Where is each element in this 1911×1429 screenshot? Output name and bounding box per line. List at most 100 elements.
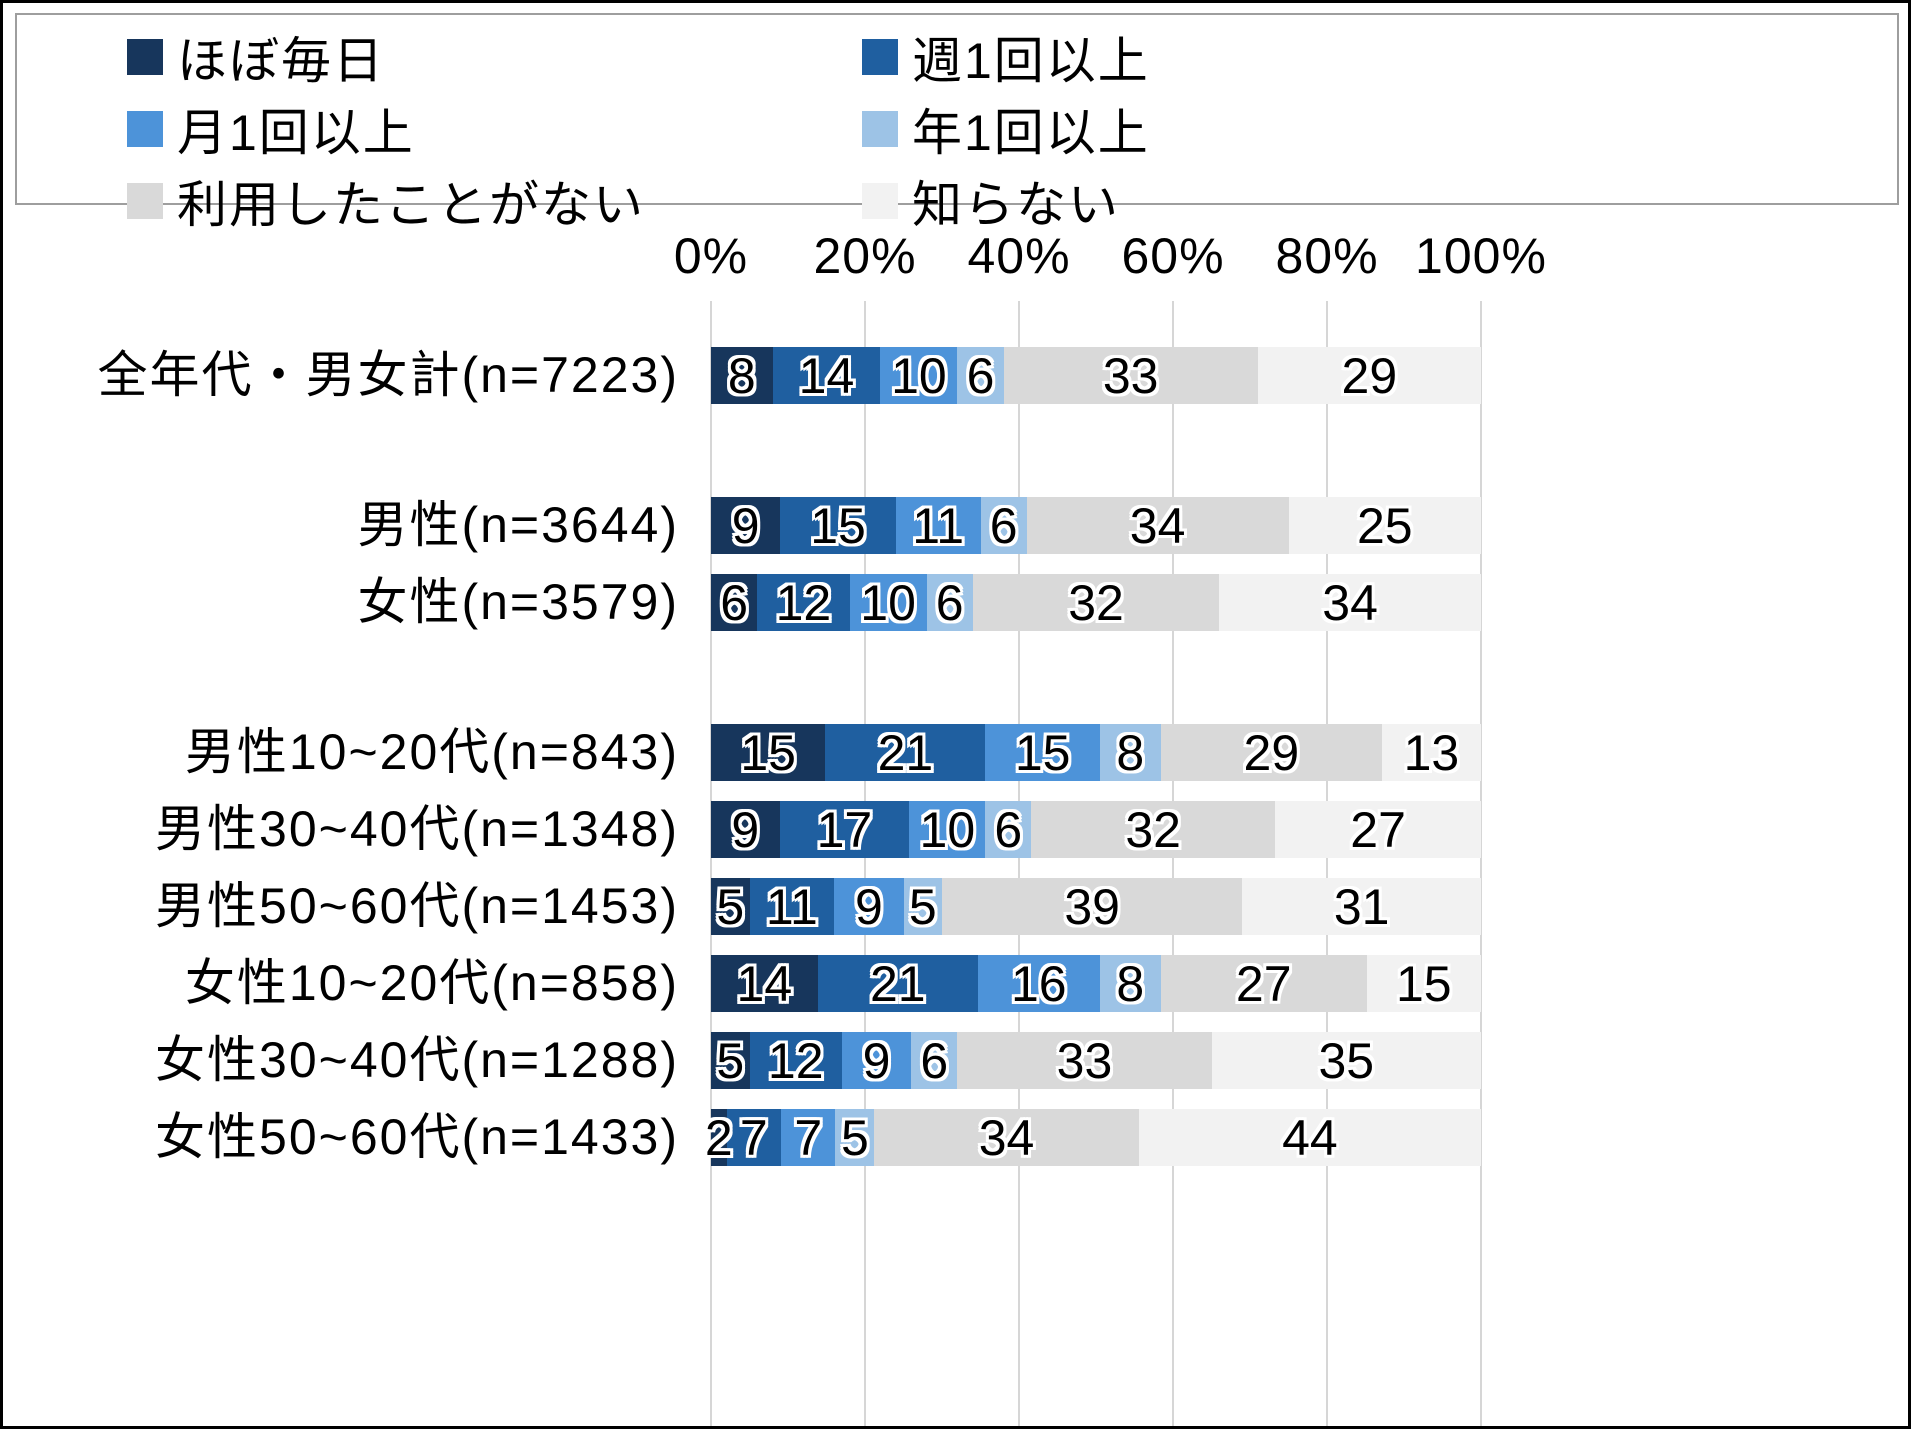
bar-value: 8 xyxy=(1116,724,1145,781)
bar-value: 7 xyxy=(794,1109,823,1166)
bar-segment-利用したことがない: 27 xyxy=(1160,955,1367,1012)
bar-segment-年1回以上: 6 xyxy=(926,574,973,631)
bar-segment-週1回以上: 14 xyxy=(772,347,881,404)
bar-value: 8 xyxy=(1116,955,1145,1012)
gridline xyxy=(1172,301,1174,1426)
bar-segment-知らない: 34 xyxy=(1219,574,1482,631)
bar-value: 5 xyxy=(908,878,937,935)
bar-segment-利用したことがない: 32 xyxy=(972,574,1220,631)
bar-value: 33 xyxy=(1102,347,1159,404)
legend-label: 年1回以上 xyxy=(912,105,1150,161)
bar-segment-利用したことがない: 32 xyxy=(1031,801,1276,858)
bar-row: 6 12 10 6 32 34 xyxy=(711,574,1482,631)
bar-value: 15 xyxy=(810,497,866,554)
legend-item-5: 知らない xyxy=(862,165,1897,237)
category-label: 男性(n=3644) xyxy=(357,497,679,553)
bar-value: 39 xyxy=(1064,878,1120,935)
bar-segment-知らない: 27 xyxy=(1275,801,1481,858)
bar-value: 6 xyxy=(720,574,748,631)
bar-value: 21 xyxy=(877,724,934,781)
bar-segment-年1回以上: 6 xyxy=(985,801,1032,858)
bar-value: 13 xyxy=(1403,724,1460,781)
bar-value: 14 xyxy=(736,955,793,1012)
bar-value: 15 xyxy=(1014,724,1071,781)
legend-swatch-icon xyxy=(127,183,163,219)
legend-item-0: ほぼ毎日 xyxy=(127,21,862,93)
bar-segment-週1回以上: 11 xyxy=(749,878,835,935)
bar-segment-利用したことがない: 39 xyxy=(942,878,1243,935)
bar-segment-月1回以上: 10 xyxy=(849,574,927,631)
bar-value: 6 xyxy=(994,801,1023,858)
bar-value: 10 xyxy=(919,801,976,858)
bar-row: 2 7 7 5 34 44 xyxy=(705,1109,1481,1166)
bar-value: 7 xyxy=(739,1109,768,1166)
bar-value: 9 xyxy=(862,1032,891,1089)
bar-segment-年1回以上: 6 xyxy=(980,497,1027,554)
bar-segment-週1回以上: 7 xyxy=(726,1109,781,1166)
x-axis-tick-label: 0% xyxy=(673,228,749,284)
bar-value: 12 xyxy=(775,574,832,631)
bar-segment-月1回以上: 11 xyxy=(895,497,981,554)
bar-segment-利用したことがない: 29 xyxy=(1160,724,1382,781)
bar-segment-ほぼ毎日: 14 xyxy=(711,955,818,1012)
gridline xyxy=(864,301,866,1426)
bar-segment-月1回以上: 10 xyxy=(880,347,958,404)
bar-segment-知らない: 13 xyxy=(1381,724,1481,781)
bar-segment-年1回以上: 8 xyxy=(1099,724,1161,781)
bar-value: 29 xyxy=(1341,347,1398,404)
bar-segment-利用したことがない: 33 xyxy=(1003,347,1258,404)
bar-row: 14 21 16 8 27 15 xyxy=(711,955,1481,1012)
legend-swatch-icon xyxy=(862,183,898,219)
bar-value: 17 xyxy=(816,801,873,858)
legend-label: 利用したことがない xyxy=(177,177,645,233)
bar-value: 25 xyxy=(1356,497,1413,554)
bar-value: 2 xyxy=(704,1109,733,1166)
bar-segment-ほぼ毎日: 8 xyxy=(711,347,773,404)
bar-value: 34 xyxy=(1322,574,1378,631)
x-axis-tick-label: 100% xyxy=(1415,228,1547,284)
category-label: 男性50~60代(n=1453) xyxy=(155,878,679,934)
bar-segment-月1回以上: 15 xyxy=(985,724,1100,781)
bar-segment-知らない: 35 xyxy=(1211,1032,1481,1089)
bar-value: 9 xyxy=(731,801,760,858)
bar-segment-ほぼ毎日: 15 xyxy=(711,724,826,781)
bar-value: 9 xyxy=(731,497,760,554)
bar-segment-知らない: 25 xyxy=(1288,497,1481,554)
bar-value: 32 xyxy=(1068,574,1124,631)
bar-value: 9 xyxy=(854,878,883,935)
legend-label: 週1回以上 xyxy=(912,33,1150,89)
x-axis-tick-label: 60% xyxy=(1121,228,1225,284)
bar-segment-月1回以上: 9 xyxy=(834,878,904,935)
legend-swatch-icon xyxy=(127,111,163,147)
bar-segment-ほぼ毎日: 6 xyxy=(711,574,758,631)
category-label: 女性(n=3579) xyxy=(357,574,679,630)
bar-value: 5 xyxy=(840,1109,869,1166)
gridline xyxy=(1018,301,1020,1426)
bar-segment-週1回以上: 21 xyxy=(817,955,978,1012)
bar-value: 5 xyxy=(716,1032,745,1089)
bar-segment-月1回以上: 10 xyxy=(909,801,986,858)
legend-label: 月1回以上 xyxy=(177,105,415,161)
bar-row: 8 14 10 6 33 29 xyxy=(711,347,1481,404)
bar-value: 12 xyxy=(767,1032,824,1089)
bar-row: 5 11 9 5 39 31 xyxy=(711,878,1481,935)
bar-segment-知らない: 44 xyxy=(1138,1109,1481,1166)
legend-label: 知らない xyxy=(912,177,1120,233)
x-axis-ticks: 0% 20% 40% 60% 80% 100% xyxy=(674,227,1546,289)
legend-swatch-icon xyxy=(862,39,898,75)
bar-segment-ほぼ毎日: 5 xyxy=(711,1032,750,1089)
bar-row: 9 15 11 6 34 25 xyxy=(711,497,1481,554)
bar-value: 6 xyxy=(920,1032,949,1089)
bar-value: 34 xyxy=(1129,497,1186,554)
bar-value: 11 xyxy=(912,497,965,554)
bar-segment-ほぼ毎日: 9 xyxy=(711,801,780,858)
bar-value: 16 xyxy=(1011,955,1067,1012)
legend-item-2: 月1回以上 xyxy=(127,93,862,165)
bar-value: 32 xyxy=(1125,801,1181,858)
bar-segment-知らない: 15 xyxy=(1366,955,1481,1012)
category-label: 男性10~20代(n=843) xyxy=(184,724,679,780)
x-axis-tick-label: 40% xyxy=(967,228,1071,284)
x-axis-tick-label: 80% xyxy=(1275,228,1379,284)
bar-value: 8 xyxy=(727,347,756,404)
bar-value: 27 xyxy=(1350,801,1406,858)
